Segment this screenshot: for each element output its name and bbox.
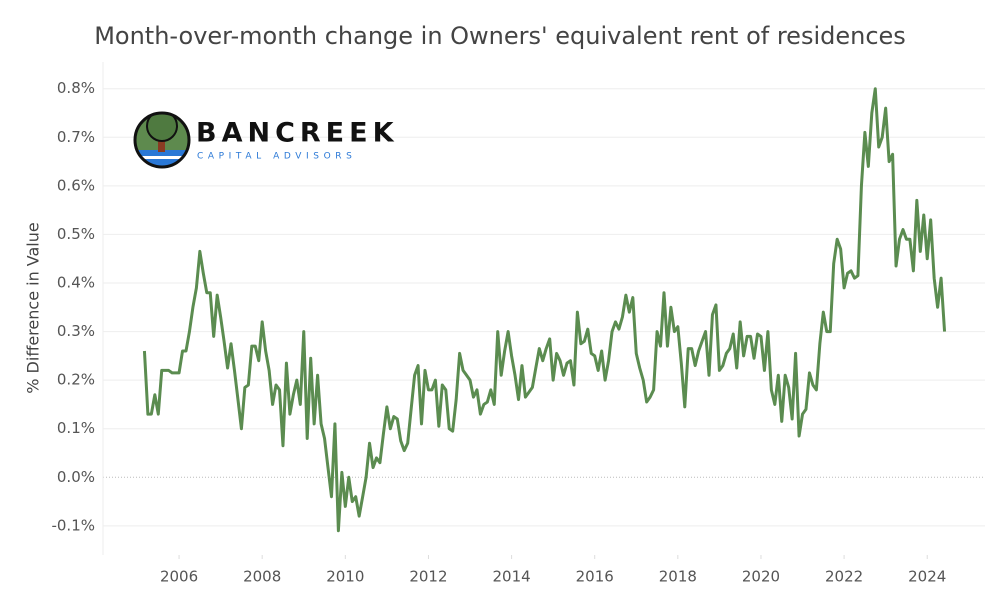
x-tick-label: 2016 (576, 568, 614, 586)
x-tick-label: 2024 (908, 568, 946, 586)
logo-tagline: CAPITAL ADVISORS (197, 152, 356, 162)
y-tick-label: -0.1% (51, 516, 95, 534)
x-tick-label: 2012 (409, 568, 447, 586)
chart-title: Month-over-month change in Owners' equiv… (94, 22, 906, 50)
y-tick-label: 0.0% (57, 468, 95, 486)
y-tick-label: 0.3% (57, 322, 95, 340)
x-tick-label: 2020 (742, 568, 780, 586)
y-axis-label: % Difference in Value (24, 222, 43, 393)
x-tick-label: 2010 (326, 568, 364, 586)
logo: BANCREEK CAPITAL ADVISORS (133, 111, 399, 169)
y-tick-label: 0.8% (57, 79, 95, 97)
y-tick-label: 0.1% (57, 419, 95, 437)
x-tick-label: 2022 (825, 568, 863, 586)
y-tick-label: 0.7% (57, 128, 95, 146)
x-tick-label: 2014 (492, 568, 530, 586)
y-tick-label: 0.4% (57, 274, 95, 292)
logo-name: BANCREEK (196, 118, 399, 149)
y-tick-label: 0.5% (57, 225, 95, 243)
x-tick-label: 2006 (160, 568, 198, 586)
x-tick-label: 2018 (659, 568, 697, 586)
x-tick-label: 2008 (243, 568, 281, 586)
data-line (142, 87, 947, 533)
y-tick-label: 0.6% (57, 176, 95, 194)
y-tick-label: 0.2% (57, 371, 95, 389)
